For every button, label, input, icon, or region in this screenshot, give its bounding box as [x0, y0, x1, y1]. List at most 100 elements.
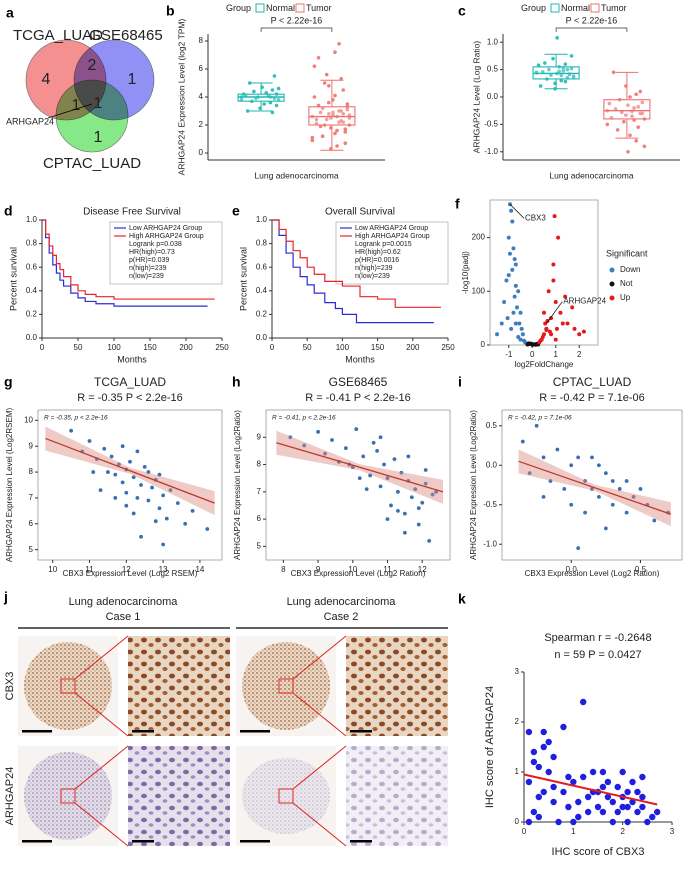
data-point [506, 273, 511, 278]
data-point [135, 496, 140, 500]
survival-curve [272, 219, 441, 308]
legend-label: Tumor [306, 3, 332, 13]
y-tick-label: 200 [472, 233, 486, 242]
x-tick-label: 12 [122, 565, 131, 574]
data-point [102, 446, 107, 451]
data-point [91, 470, 96, 474]
data-point [624, 479, 629, 483]
data-point [505, 316, 510, 321]
y-tick-label: -0.5 [484, 120, 498, 129]
data-point [314, 117, 319, 122]
x-tick-label: 14 [195, 565, 204, 574]
data-point [364, 487, 369, 491]
data-point [638, 487, 643, 491]
data-point [644, 818, 651, 826]
data-point [609, 818, 616, 826]
y-axis-label: ARHGAP24 Expression Level (Log2Ratio) [469, 410, 478, 560]
data-point [530, 758, 538, 766]
y-tick-label: 7 [29, 493, 34, 502]
x-tick-label: 9 [316, 565, 321, 574]
data-point [597, 494, 601, 499]
data-point [512, 294, 517, 299]
venn-count: 1 [94, 129, 103, 146]
data-point [139, 483, 143, 487]
data-point [333, 131, 337, 136]
data-point [396, 509, 400, 513]
data-point [312, 95, 317, 99]
x-axis-label: Months [117, 354, 147, 364]
legend-title: Group [521, 3, 546, 13]
data-point [427, 539, 432, 543]
data-point [580, 698, 587, 706]
y-tick-label: 8 [29, 467, 34, 476]
data-point [416, 506, 421, 511]
venn-set [55, 79, 129, 153]
x-tick-label: 200 [406, 343, 420, 352]
panel-label: d [4, 203, 13, 219]
legend-note: Logrank p=0.0015 [355, 241, 412, 248]
data-point [168, 488, 173, 493]
data-point [333, 93, 337, 98]
data-point [540, 70, 545, 74]
legend-label: Normal [266, 3, 295, 13]
data-point [590, 455, 594, 460]
y-tick-label: -1.0 [483, 539, 497, 548]
data-point [550, 753, 557, 761]
data-point [423, 468, 428, 472]
data-point [629, 778, 636, 786]
zoom-line [74, 745, 129, 790]
y-tick-label: 6 [29, 519, 34, 528]
data-point [106, 470, 110, 474]
data-point [131, 511, 136, 516]
data-point [341, 120, 346, 124]
data-point [320, 134, 325, 138]
data-point [604, 778, 612, 786]
data-point [504, 278, 509, 283]
data-point [69, 428, 74, 433]
data-point [509, 208, 514, 213]
data-point [536, 63, 541, 68]
data-point [434, 489, 439, 494]
data-point [120, 480, 125, 485]
y-axis-label: ARHGAP24 Level (Log Ratio) [471, 41, 481, 154]
data-point [555, 447, 560, 452]
data-point [124, 490, 129, 495]
legend-title: Significant [606, 248, 648, 258]
data-point [120, 444, 125, 449]
tissue-core [242, 642, 330, 730]
data-point [327, 100, 331, 105]
y-tick-label: 0.0 [486, 460, 498, 469]
data-point [331, 110, 335, 115]
data-point [565, 321, 570, 326]
data-point [624, 818, 631, 826]
box [603, 99, 651, 120]
legend-note: n(low)=239 [129, 273, 164, 280]
data-point [385, 517, 390, 521]
data-point [570, 818, 577, 826]
data-point [128, 459, 132, 464]
chart-subtitle: R = -0.42 P = 7.1e-06 [539, 392, 645, 404]
annotation-pointer [546, 301, 563, 324]
data-point [385, 476, 390, 481]
data-point [626, 149, 630, 154]
data-point [161, 493, 166, 498]
data-point [563, 294, 568, 299]
data-point [563, 62, 568, 66]
data-point [599, 783, 607, 791]
panel-label: g [4, 374, 13, 390]
data-point [382, 462, 386, 467]
x-axis-label: Lung adenocarcinoma [254, 170, 338, 180]
legend-label: Tumor [601, 3, 627, 13]
data-point [634, 92, 638, 97]
y-tick-label: 100 [472, 286, 486, 295]
data-point [549, 73, 553, 77]
column-subtitle: Case 1 [106, 611, 141, 623]
legend-label: Normal [561, 3, 590, 13]
y-tick-label: 0 [199, 148, 204, 157]
y-tick-label: 9 [257, 432, 262, 441]
zoom-line [292, 745, 347, 790]
data-point [638, 89, 643, 94]
legend-note: n(high)=239 [355, 265, 393, 272]
data-point [335, 128, 339, 133]
